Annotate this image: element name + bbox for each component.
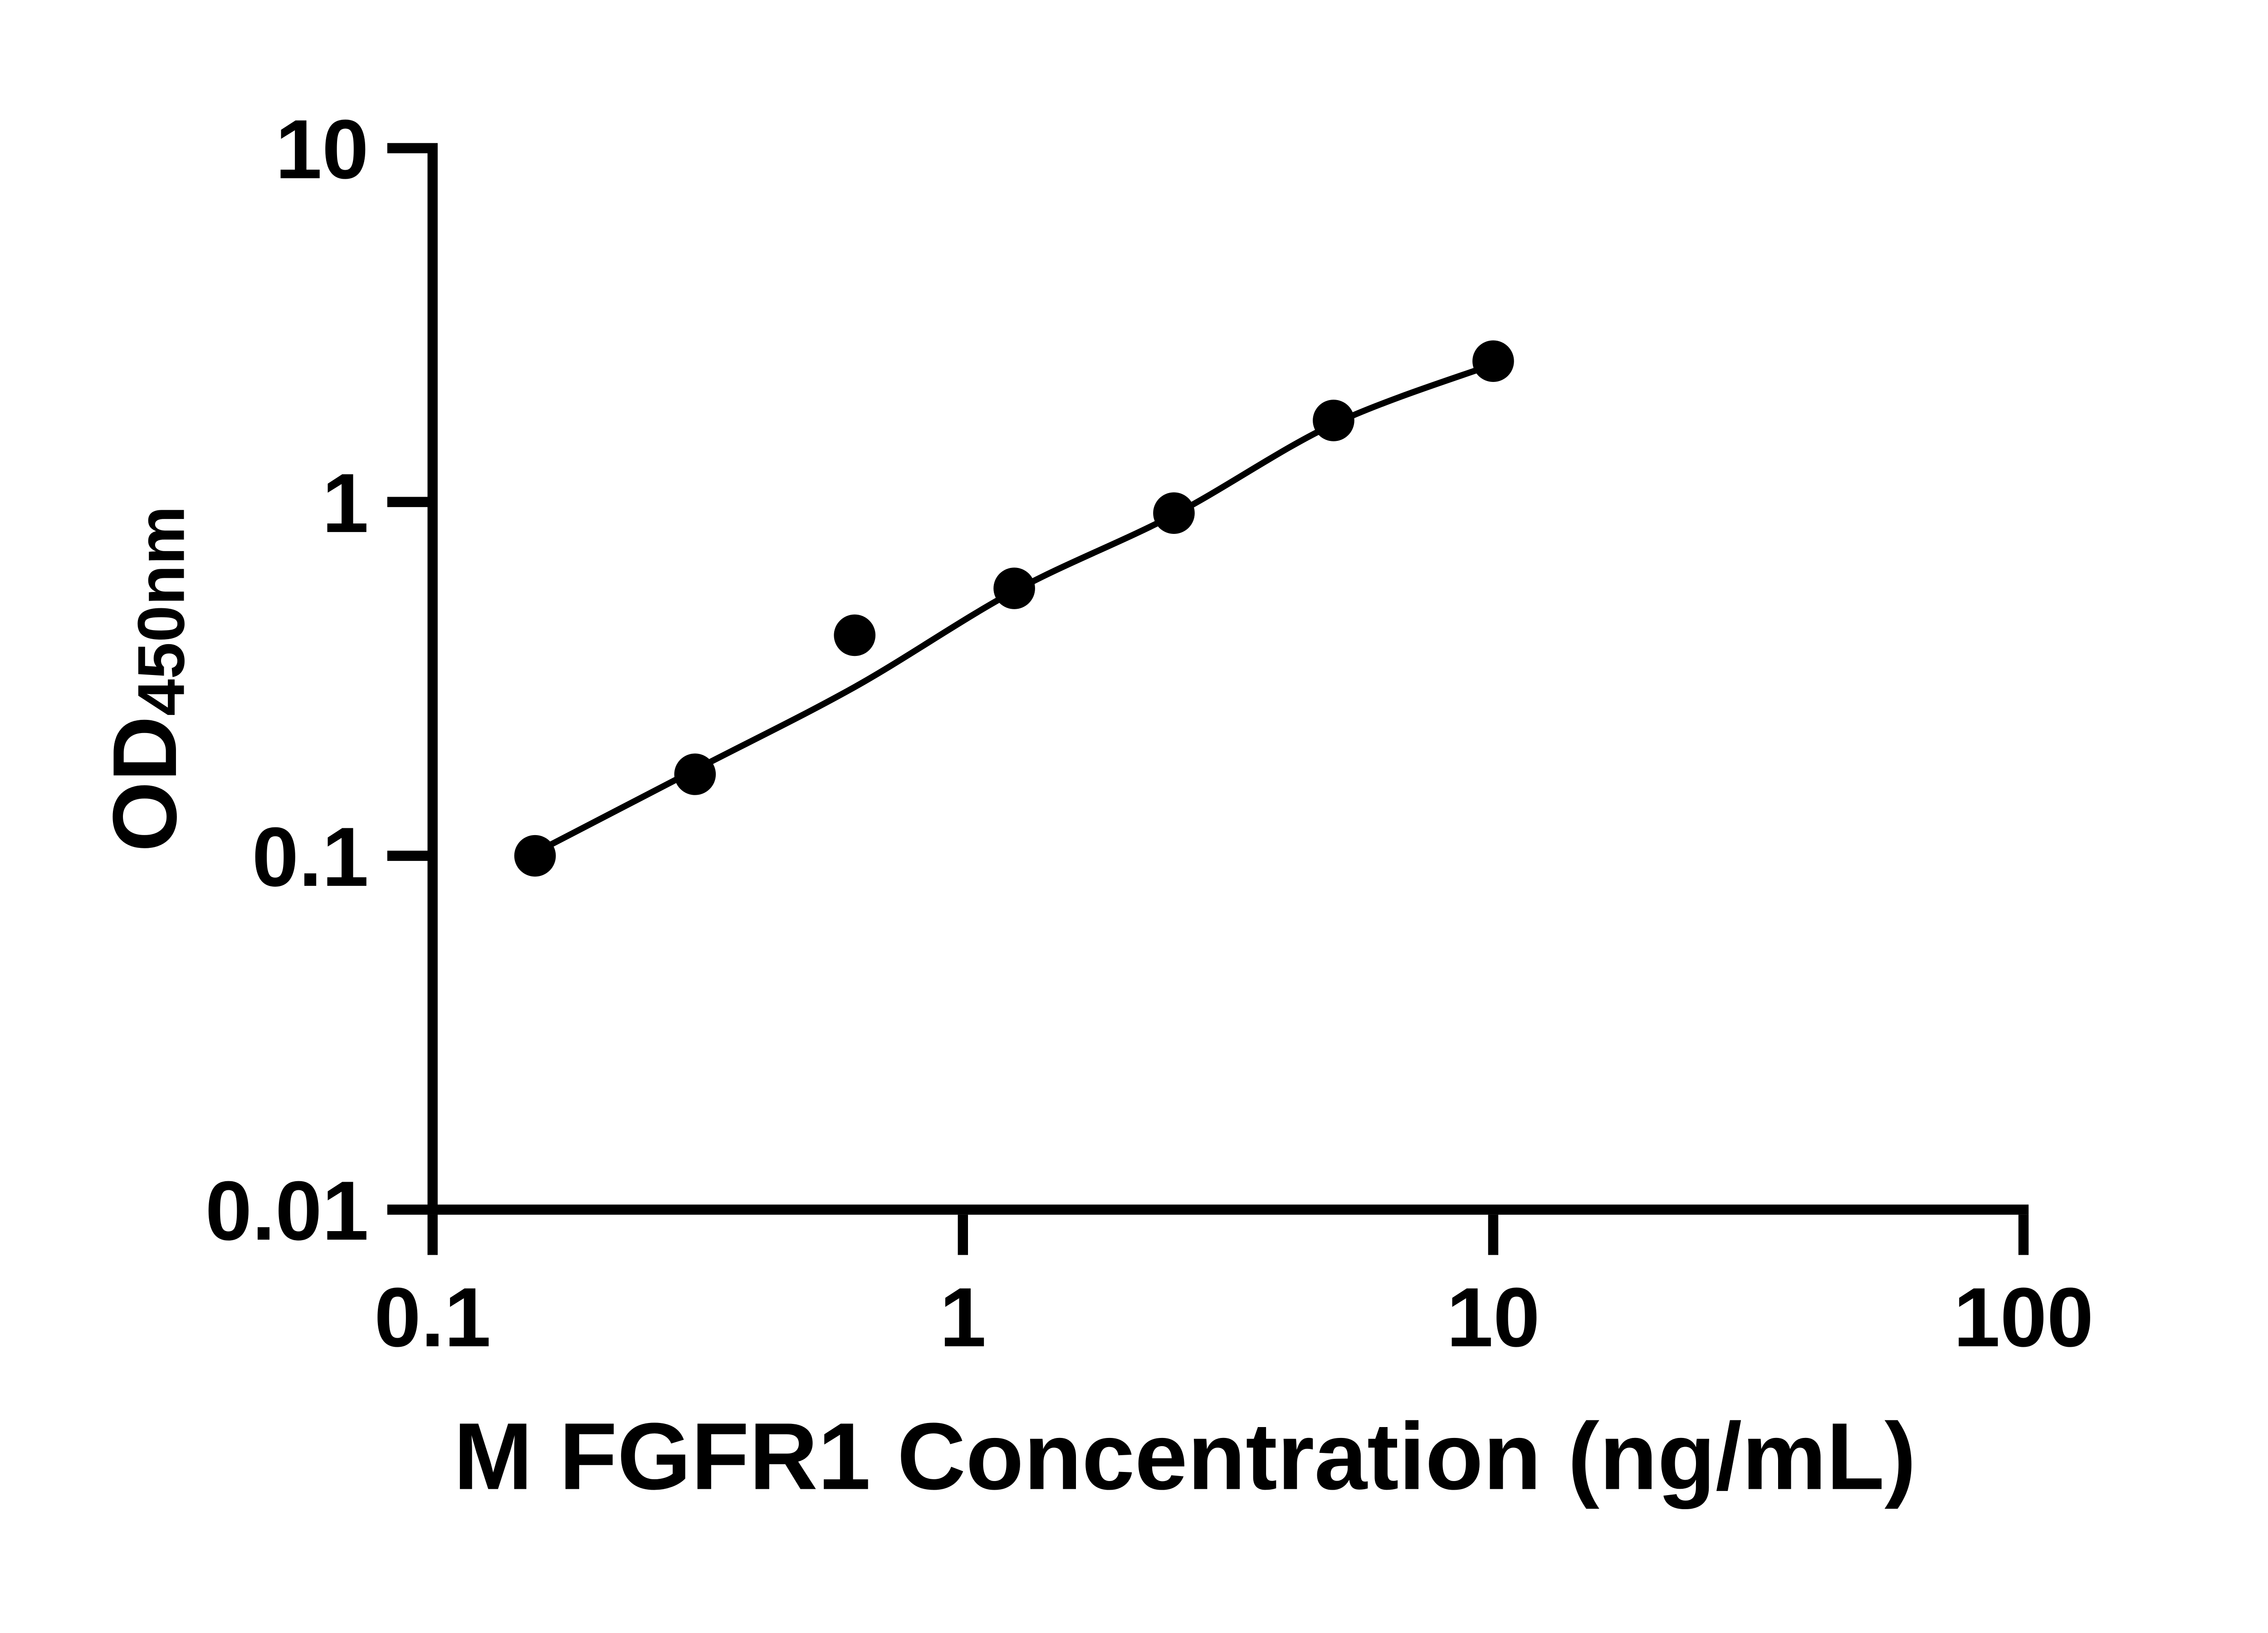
- elisa-standard-curve-figure: 10 1 0.1 0.01 0.1 1 10 100 M FGFR1 Concentration…: [0, 0, 2268, 1592]
- figure-background: [0, 0, 2268, 1592]
- x-axis-title: M FGFR1 Concentration (ng/mL): [454, 1403, 1916, 1510]
- data-point-1: [514, 835, 556, 877]
- x-tick-label-10: 10: [1447, 1271, 1540, 1364]
- y-tick-label-0.01: 0.01: [205, 1164, 368, 1258]
- y-tick-label-0.1: 0.1: [252, 810, 368, 904]
- data-point-5: [1153, 492, 1195, 534]
- x-tick-label-0.1: 0.1: [374, 1271, 491, 1364]
- data-point-6: [1313, 400, 1354, 441]
- y-axis-title: OD450nm: [94, 506, 198, 852]
- x-tick-label-100: 100: [1954, 1271, 2094, 1364]
- data-point-4: [993, 567, 1035, 609]
- data-point-7: [1472, 340, 1514, 382]
- y-tick-label-1: 1: [322, 456, 369, 550]
- data-point-2: [674, 753, 716, 795]
- y-tick-label-10: 10: [275, 103, 369, 196]
- data-point-3: [834, 614, 876, 656]
- x-tick-label-1: 1: [939, 1271, 986, 1364]
